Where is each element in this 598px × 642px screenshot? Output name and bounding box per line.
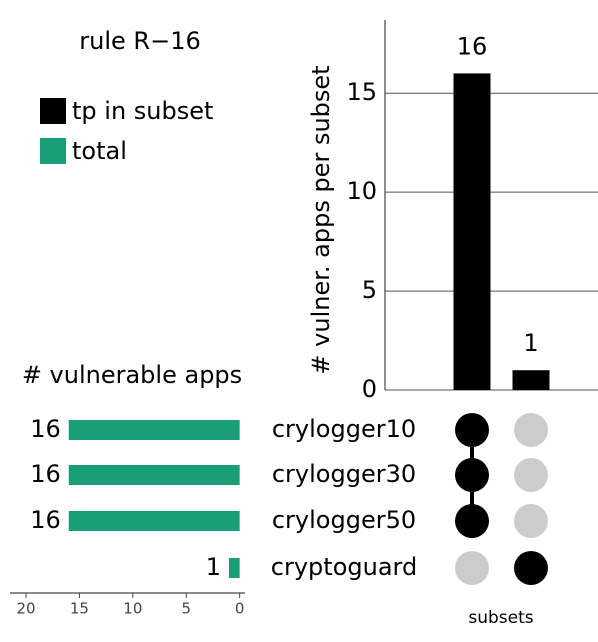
x-tick-label: 15: [70, 600, 89, 618]
legend-label: total: [72, 137, 127, 165]
x-tick-label: 0: [235, 600, 245, 618]
value-label: 16: [30, 506, 61, 534]
set-label: crylogger30: [272, 460, 416, 488]
matrix-dot: [514, 458, 548, 492]
bar: [228, 558, 240, 578]
y-tick-label: 10: [346, 177, 377, 205]
set-label: crylogger10: [272, 415, 416, 443]
bar: [453, 73, 491, 391]
value-label: 16: [30, 415, 61, 443]
value-label: 1: [523, 329, 538, 357]
matrix-dot: [455, 551, 489, 585]
matrix-label: subsets: [468, 608, 533, 628]
x-axis-label: # vulnerable apps: [22, 361, 242, 389]
matrix-dot: [514, 551, 548, 585]
value-label: 16: [30, 460, 61, 488]
set-label: crylogger50: [272, 506, 416, 534]
legend-swatch: [40, 98, 66, 124]
y-tick-label: 15: [346, 78, 377, 106]
value-label: 1: [206, 553, 221, 581]
y-tick-label: 0: [362, 375, 377, 403]
bar: [512, 370, 550, 390]
matrix-dot: [455, 413, 489, 447]
bar: [68, 511, 240, 531]
x-tick-label: 10: [123, 600, 142, 618]
bar: [68, 465, 240, 485]
chart-title: rule R−16: [79, 27, 200, 55]
bar: [68, 420, 240, 440]
legend-swatch: [40, 138, 66, 164]
matrix-dot: [514, 413, 548, 447]
matrix-dot: [455, 504, 489, 538]
legend-label: tp in subset: [72, 97, 213, 125]
value-label: 16: [457, 32, 488, 60]
y-tick-label: 5: [362, 276, 377, 304]
y-axis-label: # vulner. apps per subset: [307, 65, 335, 374]
x-tick-label: 5: [181, 600, 191, 618]
set-label: cryptoguard: [271, 553, 417, 581]
x-tick-label: 20: [16, 600, 35, 618]
matrix-dot: [514, 504, 548, 538]
matrix-dot: [455, 458, 489, 492]
